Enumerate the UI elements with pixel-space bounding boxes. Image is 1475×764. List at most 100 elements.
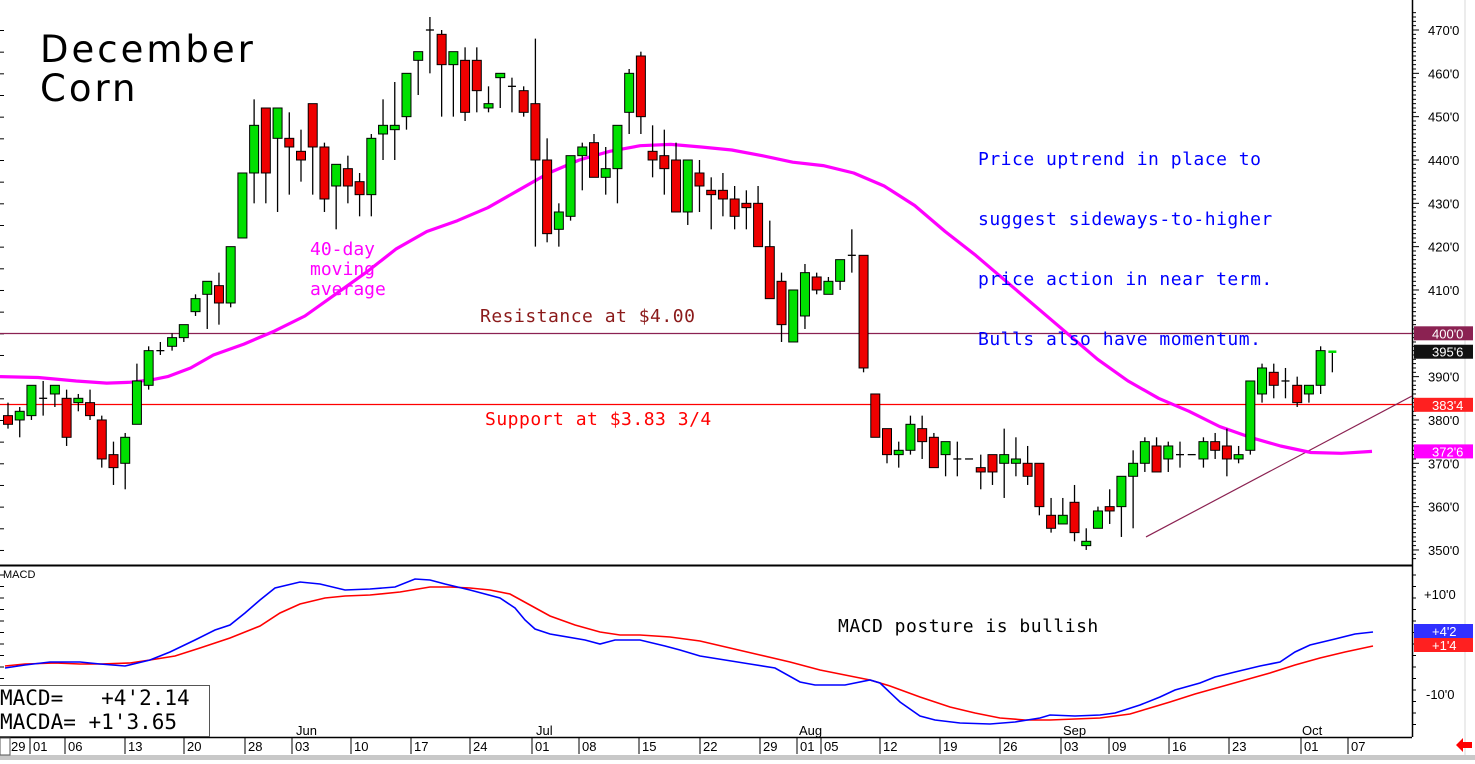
candle xyxy=(565,155,576,221)
candle xyxy=(1081,528,1092,550)
candle xyxy=(1176,441,1184,468)
price-tick-label: 430'0 xyxy=(1428,196,1459,211)
macd-annotation: MACD posture is bullish xyxy=(838,616,1099,637)
note-line: price action in near term. xyxy=(978,269,1273,290)
date-tick-label: 10 xyxy=(354,739,368,754)
price-tick-label: 420'0 xyxy=(1428,240,1459,255)
candle xyxy=(260,107,271,204)
ma-label-line: average xyxy=(310,279,386,300)
date-tick-label: 12 xyxy=(883,739,897,754)
month-label: Jul xyxy=(536,723,553,738)
candle xyxy=(953,441,962,477)
price-tick-label: 470'0 xyxy=(1428,23,1459,38)
candle xyxy=(378,99,389,160)
date-tick-label: 06 xyxy=(68,739,82,754)
date-tick-label: 29 xyxy=(11,739,25,754)
candle xyxy=(647,125,658,178)
candle xyxy=(905,415,916,455)
price-marker-moving-average: 372'6 xyxy=(1414,444,1473,459)
ma-label-line: moving xyxy=(310,259,376,280)
candle xyxy=(1151,437,1162,473)
candle xyxy=(331,163,342,230)
candle xyxy=(1268,363,1279,399)
title-line-2: Corn xyxy=(40,67,139,110)
candle xyxy=(471,47,482,113)
macda-value: +1'3.65 xyxy=(88,710,178,734)
candle xyxy=(1092,506,1103,529)
candle xyxy=(413,51,424,95)
candle xyxy=(39,380,48,416)
candle xyxy=(682,159,693,225)
candle xyxy=(225,246,236,308)
ma-label-line: 40-day xyxy=(310,239,376,260)
date-tick-label: 24 xyxy=(473,739,487,754)
candle xyxy=(178,324,189,342)
candle xyxy=(1128,450,1139,529)
svg-text:+1'4: +1'4 xyxy=(1432,638,1457,653)
date-tick-label: 22 xyxy=(703,739,717,754)
candle xyxy=(108,441,119,485)
candle xyxy=(425,17,434,74)
month-label: Sep xyxy=(1063,723,1086,738)
candle xyxy=(120,432,131,490)
candle xyxy=(272,107,283,212)
candle xyxy=(61,389,72,446)
candle xyxy=(788,289,799,343)
moving-average-annotation: 40-day moving average xyxy=(310,240,386,300)
candle xyxy=(975,454,986,490)
month-label: Jun xyxy=(296,723,317,738)
scroll-left-arrow-icon[interactable] xyxy=(1456,738,1472,752)
macd-tick-label: -10'0 xyxy=(1426,687,1455,702)
candle xyxy=(753,185,764,248)
candle xyxy=(624,68,635,134)
date-tick-label: 01 xyxy=(800,739,814,754)
candle xyxy=(85,389,96,420)
date-tick-label: 08 xyxy=(582,739,596,754)
macd-marker: +1'4 xyxy=(1414,638,1473,653)
candle xyxy=(612,124,623,204)
chart-title: December Corn xyxy=(40,30,256,108)
candle xyxy=(600,146,611,195)
candle xyxy=(1257,363,1268,403)
date-tick-label: 01 xyxy=(33,739,47,754)
candle xyxy=(1210,432,1221,459)
candle xyxy=(530,38,541,247)
month-label: Oct xyxy=(1302,723,1323,738)
candle xyxy=(694,159,705,212)
candle xyxy=(776,272,787,342)
candle xyxy=(249,99,260,204)
macd-line xyxy=(4,578,1374,725)
price-tick-label: 440'0 xyxy=(1428,153,1459,168)
macd-marker: +4'2 xyxy=(1414,624,1473,639)
price-tick-label: 460'0 xyxy=(1428,66,1459,81)
date-tick-label: 28 xyxy=(248,739,262,754)
candle xyxy=(799,263,810,329)
candle xyxy=(1057,497,1068,525)
svg-text:+4'2: +4'2 xyxy=(1432,624,1457,639)
candle xyxy=(1233,445,1244,464)
price-tick-label: 360'0 xyxy=(1428,500,1459,515)
candle xyxy=(589,133,599,178)
macda-label: MACDA= xyxy=(0,710,76,734)
candle xyxy=(354,172,365,217)
candle xyxy=(296,129,306,182)
price-tick-label: 370'0 xyxy=(1428,456,1459,471)
candle xyxy=(729,185,740,230)
title-line-1: December xyxy=(40,28,256,71)
candle xyxy=(858,254,869,373)
price-tick-label: 450'0 xyxy=(1428,110,1459,125)
candle xyxy=(1069,484,1080,542)
candle xyxy=(1303,384,1314,403)
date-tick-label: 16 xyxy=(1172,739,1186,754)
macd-signal-line xyxy=(4,586,1374,721)
moving-average-line xyxy=(0,142,1373,455)
price-tick-label: 390'0 xyxy=(1428,370,1459,385)
date-tick-label: 09 xyxy=(1112,739,1126,754)
candle xyxy=(811,272,822,295)
candle xyxy=(577,142,588,191)
candle xyxy=(237,172,248,239)
date-tick-label: 01 xyxy=(1304,739,1318,754)
candle xyxy=(741,190,752,230)
price-tick-label: 350'0 xyxy=(1428,543,1459,558)
